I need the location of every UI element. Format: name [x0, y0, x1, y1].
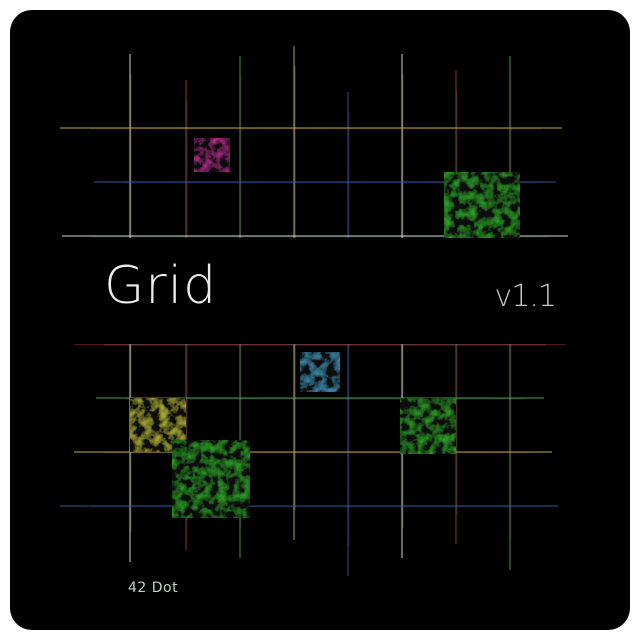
album-cover: Grid v1.1 42 Dot [10, 10, 630, 630]
tile-green [400, 398, 456, 454]
artist-label: 42 Dot [128, 580, 179, 596]
tile-magenta [194, 138, 230, 172]
tile-green [172, 440, 250, 518]
grid-artwork [10, 46, 630, 576]
album-title: Grid [104, 256, 218, 316]
tiles-group [130, 138, 520, 518]
tile-blue [300, 352, 340, 392]
title-band [10, 238, 630, 344]
version-label: v1.1 [494, 279, 557, 314]
tile-green [444, 172, 520, 248]
